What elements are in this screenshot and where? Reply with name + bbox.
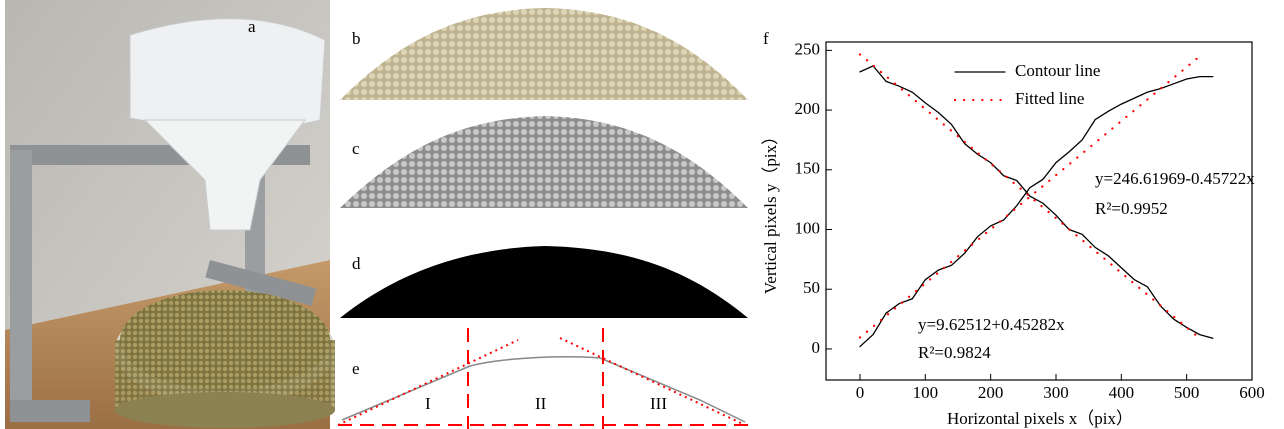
- annotation: R²=0.9824: [918, 343, 991, 362]
- annotation: R²=0.9952: [1095, 199, 1168, 218]
- x-tick-label: 500: [1174, 383, 1200, 402]
- x-tick-label: 600: [1239, 383, 1265, 402]
- y-tick-label: 200: [795, 99, 821, 118]
- heap-b: [340, 8, 748, 100]
- x-tick-label: 200: [978, 383, 1004, 402]
- y-tick-label: 0: [812, 338, 821, 357]
- y-tick-label: 100: [795, 218, 821, 237]
- heap-d: [340, 246, 748, 318]
- legend-label: Contour line: [1015, 61, 1100, 80]
- y-axis-label: Vertical pixels y（pix）: [761, 128, 780, 294]
- x-tick-label: 0: [856, 383, 865, 402]
- panel-label: e: [352, 359, 360, 378]
- x-tick-label: 300: [1043, 383, 1069, 402]
- region-label: I: [425, 394, 431, 413]
- panel-label: f: [763, 29, 769, 48]
- legend-label: Fitted line: [1015, 89, 1084, 108]
- x-axis-label: Horizontal pixels x（pix）: [947, 409, 1133, 428]
- data-line: [859, 65, 1214, 339]
- y-tick-label: 250: [795, 39, 821, 58]
- data-line: [858, 53, 1201, 340]
- data-line: [858, 55, 1201, 339]
- y-tick-label: 50: [803, 278, 820, 297]
- region-label: II: [535, 394, 547, 413]
- contour-e: [337, 328, 748, 429]
- heap-c: [340, 116, 748, 208]
- y-tick-label: 150: [795, 159, 821, 178]
- data-line: [859, 75, 1214, 348]
- panel-label: a: [248, 17, 256, 36]
- photo-a: [5, 0, 335, 429]
- panel-label: d: [352, 254, 361, 273]
- x-tick-label: 100: [913, 383, 939, 402]
- region-label: III: [650, 394, 667, 413]
- panel-label: c: [352, 139, 360, 158]
- plot-frame: [825, 41, 1253, 381]
- x-tick-label: 400: [1109, 383, 1135, 402]
- panel-label: b: [352, 29, 361, 48]
- annotation: y=9.62512+0.45282x: [918, 315, 1065, 334]
- annotation: y=246.61969-0.45722x: [1095, 169, 1255, 188]
